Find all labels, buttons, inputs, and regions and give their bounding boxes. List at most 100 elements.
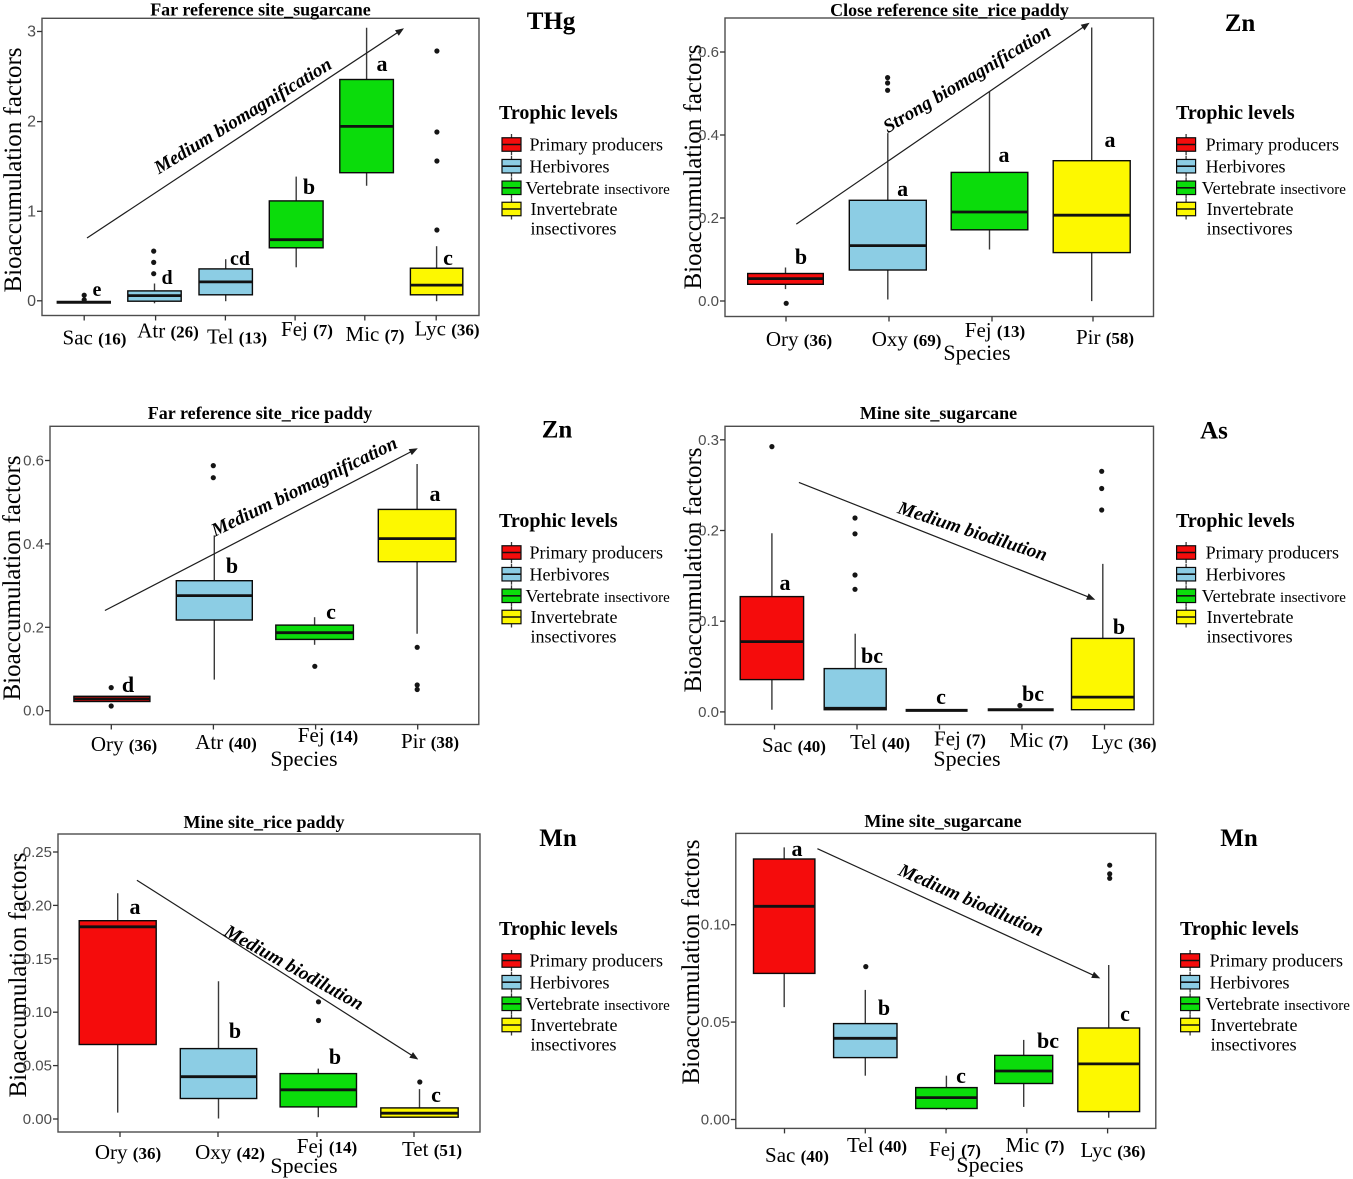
svg-text:Primary producers: Primary producers [1206, 135, 1339, 155]
svg-text:b: b [329, 1044, 341, 1069]
svg-text:Zn: Zn [1225, 10, 1256, 37]
svg-text:insectivores: insectivores [531, 626, 617, 646]
svg-text:Far reference site_rice paddy: Far reference site_rice paddy [148, 403, 372, 423]
svg-text:Lyc (36): Lyc (36) [1080, 1138, 1145, 1162]
svg-text:2: 2 [27, 114, 36, 131]
svg-text:b: b [795, 244, 807, 269]
svg-text:Fej (7): Fej (7) [929, 1137, 981, 1161]
svg-text:Vertebrate insectivore: Vertebrate insectivore [526, 586, 671, 606]
svg-text:c: c [956, 1063, 966, 1088]
svg-text:Primary producers: Primary producers [530, 543, 663, 563]
svg-text:Sac (16): Sac (16) [63, 326, 127, 350]
svg-text:0.15: 0.15 [23, 951, 52, 968]
svg-text:b: b [226, 553, 238, 578]
svg-text:0.6: 0.6 [698, 44, 719, 61]
svg-text:0.0: 0.0 [698, 293, 719, 310]
svg-text:a: a [792, 836, 803, 861]
svg-text:Mine site_rice paddy: Mine site_rice paddy [184, 812, 345, 832]
svg-text:Bioaccumulation factors: Bioaccumulation factors [680, 447, 707, 692]
svg-text:0.05: 0.05 [23, 1058, 52, 1075]
svg-text:insectivores: insectivores [1207, 218, 1293, 238]
svg-text:1: 1 [27, 203, 36, 220]
svg-text:a: a [780, 570, 791, 595]
svg-text:Species: Species [270, 1153, 337, 1178]
svg-text:Fej (7): Fej (7) [281, 317, 333, 341]
svg-text:Sac (40): Sac (40) [762, 733, 826, 757]
svg-text:Far reference site_sugarcane: Far reference site_sugarcane [150, 0, 371, 20]
svg-text:0.2: 0.2 [23, 619, 44, 636]
svg-text:Herbivores: Herbivores [530, 564, 610, 584]
svg-text:Species: Species [270, 746, 337, 771]
svg-text:b: b [1113, 614, 1125, 639]
svg-text:Bioaccumulation factors: Bioaccumulation factors [0, 47, 27, 292]
svg-text:0.4: 0.4 [23, 536, 44, 553]
svg-text:0.6: 0.6 [23, 453, 44, 470]
svg-text:Bioaccumulation factors: Bioaccumulation factors [5, 852, 32, 1097]
svg-text:b: b [229, 1018, 241, 1043]
svg-text:Pir (38): Pir (38) [401, 729, 459, 753]
svg-text:Trophic levels: Trophic levels [499, 102, 618, 124]
svg-text:c: c [1120, 1001, 1130, 1026]
svg-text:Invertebrate: Invertebrate [531, 607, 618, 627]
svg-text:a: a [1105, 127, 1116, 152]
svg-text:Invertebrate: Invertebrate [1211, 1015, 1298, 1035]
svg-text:0.10: 0.10 [23, 1004, 52, 1021]
svg-text:Ory (36): Ory (36) [91, 732, 157, 756]
svg-text:Herbivores: Herbivores [530, 156, 610, 176]
svg-text:Lyc (36): Lyc (36) [1091, 730, 1156, 754]
svg-text:Mn: Mn [1220, 825, 1258, 852]
svg-text:0: 0 [27, 293, 36, 310]
svg-text:Herbivores: Herbivores [1206, 564, 1286, 584]
svg-text:Bioaccumulation factors: Bioaccumulation factors [678, 839, 705, 1084]
svg-text:0.4: 0.4 [698, 127, 719, 144]
svg-text:Atr (40): Atr (40) [195, 730, 257, 754]
svg-text:Trophic levels: Trophic levels [1180, 918, 1299, 940]
svg-text:0.2: 0.2 [698, 523, 719, 540]
svg-text:insectivores: insectivores [1207, 626, 1293, 646]
svg-text:Trophic levels: Trophic levels [499, 918, 618, 940]
svg-text:Vertebrate insectivore: Vertebrate insectivore [1202, 586, 1347, 606]
svg-text:THg: THg [527, 8, 576, 35]
svg-text:Ory (36): Ory (36) [95, 1140, 161, 1164]
svg-text:0.2: 0.2 [698, 210, 719, 227]
svg-text:Trophic levels: Trophic levels [499, 510, 618, 532]
svg-text:Tel (40): Tel (40) [850, 730, 910, 754]
svg-text:3: 3 [27, 24, 36, 41]
svg-text:0.05: 0.05 [701, 1014, 730, 1031]
svg-text:Trophic levels: Trophic levels [1176, 510, 1295, 532]
svg-text:c: c [936, 684, 946, 709]
svg-text:Herbivores: Herbivores [1210, 972, 1290, 992]
svg-text:Species: Species [943, 340, 1010, 365]
svg-text:Invertebrate: Invertebrate [531, 1015, 618, 1035]
svg-text:0.20: 0.20 [23, 897, 52, 914]
svg-text:insectivores: insectivores [531, 1034, 617, 1054]
svg-text:c: c [326, 599, 336, 624]
svg-text:Oxy (42): Oxy (42) [195, 1140, 265, 1164]
svg-text:Species: Species [956, 1152, 1023, 1177]
svg-text:b: b [303, 174, 315, 199]
svg-text:Mine site_sugarcane: Mine site_sugarcane [864, 811, 1021, 831]
svg-text:Vertebrate insectivore: Vertebrate insectivore [526, 178, 671, 198]
svg-text:0.00: 0.00 [701, 1112, 730, 1129]
svg-text:Fej (14): Fej (14) [297, 1134, 357, 1158]
svg-text:c: c [443, 245, 453, 270]
svg-text:Primary producers: Primary producers [530, 135, 663, 155]
svg-text:Invertebrate: Invertebrate [1207, 607, 1294, 627]
svg-text:0.0: 0.0 [698, 704, 719, 721]
svg-text:Close reference site_rice padd: Close reference site_rice paddy [830, 0, 1069, 20]
svg-text:Herbivores: Herbivores [1206, 156, 1286, 176]
svg-text:Primary producers: Primary producers [1206, 543, 1339, 563]
svg-text:e: e [93, 279, 102, 301]
svg-text:Bioaccumulation factors: Bioaccumulation factors [680, 44, 707, 289]
svg-text:0.1: 0.1 [698, 613, 719, 630]
svg-text:Mic (7): Mic (7) [346, 322, 405, 346]
svg-text:Primary producers: Primary producers [1210, 951, 1343, 971]
svg-text:Vertebrate insectivore: Vertebrate insectivore [526, 994, 671, 1014]
svg-text:b: b [878, 995, 890, 1020]
svg-text:Species: Species [933, 746, 1000, 771]
svg-text:a: a [377, 51, 388, 76]
svg-text:d: d [161, 267, 172, 289]
svg-text:Pir (58): Pir (58) [1076, 325, 1134, 349]
svg-text:Tet (51): Tet (51) [402, 1137, 462, 1161]
svg-text:Bioaccumulation factors: Bioaccumulation factors [0, 455, 26, 700]
